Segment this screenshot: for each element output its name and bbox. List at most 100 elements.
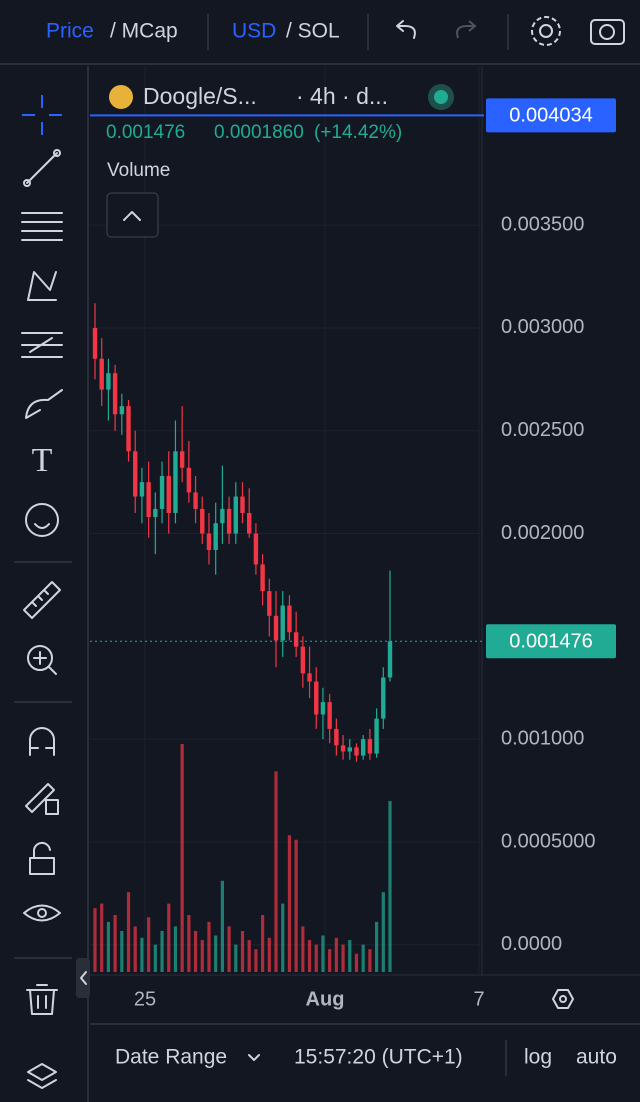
candle-body	[193, 492, 198, 509]
volume-bar	[381, 892, 385, 972]
candle-body	[139, 482, 145, 497]
y-tick-label: 0.003000	[501, 316, 584, 338]
plot: 0.0000 0.0005000 0.001000 0.002000 0.002500 0…	[90, 98, 616, 1010]
candle-body	[327, 702, 332, 729]
last-price: 0.001476	[106, 122, 185, 143]
candle-body	[240, 496, 245, 513]
volume-bar	[307, 940, 312, 972]
volume-bar	[247, 940, 251, 972]
y-tick-label: 0.001000	[501, 727, 584, 749]
y-tick-label: 0.003500	[501, 213, 584, 235]
emoji-tool[interactable]	[25, 503, 59, 537]
candle-body	[133, 451, 138, 497]
volume-bar	[341, 944, 345, 972]
volume-bar	[294, 839, 298, 972]
pattern-tool[interactable]	[27, 271, 57, 301]
candle-body	[220, 508, 225, 524]
volume-bar	[193, 930, 198, 972]
candle-body	[300, 646, 306, 674]
volume-bar	[368, 949, 372, 972]
drawing-toolbar	[0, 66, 86, 1102]
axis-settings[interactable]	[552, 989, 574, 1009]
price-badge	[486, 98, 616, 133]
fib-tool[interactable]	[21, 212, 63, 241]
candle-body	[387, 641, 393, 678]
layers-tool[interactable]	[27, 1063, 57, 1089]
top-bar	[0, 0, 640, 62]
collapse-toolbar[interactable]	[80, 971, 87, 985]
y-tick-label: 0.0000	[501, 933, 562, 955]
volume-bar	[207, 921, 211, 972]
change: 0.0001860	[214, 122, 304, 143]
price-toggle[interactable]: Price	[46, 20, 94, 43]
price-badge-label: 0.001476	[509, 631, 592, 653]
delete-tool[interactable]	[26, 984, 58, 1015]
magnet-tool[interactable]	[29, 727, 55, 756]
unlock-tool[interactable]	[29, 841, 55, 875]
volume-bar	[374, 921, 379, 972]
y-tick-label: 0.0005000	[501, 830, 596, 852]
volume-bar	[314, 944, 318, 972]
svg-text:T: T	[32, 442, 53, 479]
symbol[interactable]: Doogle/S...	[143, 83, 257, 109]
sol-toggle[interactable]: / SOL	[286, 20, 340, 43]
volume-bar	[160, 930, 164, 972]
brush-tool[interactable]	[25, 389, 63, 419]
collapse-legend[interactable]	[106, 192, 159, 238]
candle-body	[186, 467, 192, 493]
visibility-tool[interactable]	[23, 904, 61, 922]
volume-bar	[281, 903, 285, 972]
volume-bar	[227, 926, 231, 972]
candle-body	[320, 702, 326, 715]
price-badge	[486, 624, 616, 659]
candle-body	[106, 373, 111, 390]
indicator-name: Volume	[107, 160, 170, 181]
y-tick-label: 0.002500	[501, 419, 584, 441]
undo-button[interactable]	[396, 20, 416, 39]
volume-bar	[234, 944, 238, 972]
candle-body	[206, 533, 212, 551]
volume-bar	[388, 801, 392, 972]
candle-body	[367, 739, 373, 754]
volume-bar	[120, 930, 124, 972]
screenshot-button[interactable]	[590, 19, 625, 45]
redo-button[interactable]	[456, 20, 477, 39]
candle-body	[354, 747, 359, 756]
candle-body	[334, 728, 339, 746]
usd-toggle[interactable]: USD	[232, 20, 276, 43]
x-tick-label: Aug	[306, 988, 345, 1010]
volume-bar	[240, 930, 245, 972]
candle-body	[253, 533, 259, 565]
candle-body	[381, 677, 386, 719]
volume-bar	[126, 892, 131, 972]
candle-body	[293, 632, 299, 647]
volume-bar	[214, 935, 218, 972]
ruler-tool[interactable]	[23, 581, 61, 619]
date-range[interactable]: Date Range	[115, 1046, 227, 1069]
prediction-tool[interactable]	[21, 332, 63, 358]
candle-body	[360, 739, 366, 756]
candle-body	[112, 373, 118, 415]
candle-body	[173, 451, 178, 513]
candle-body	[287, 605, 292, 633]
candle-body	[226, 508, 232, 534]
candle-body	[126, 406, 131, 452]
lock-drawing-tool[interactable]	[25, 783, 59, 815]
trend-line-tool[interactable]	[26, 152, 58, 184]
candle-body	[119, 406, 125, 415]
volume-bar	[361, 944, 365, 972]
volume-bar	[301, 926, 305, 972]
candle-body	[314, 681, 319, 715]
settings-button[interactable]	[539, 24, 553, 38]
mcap-toggle[interactable]: / MCap	[110, 20, 178, 43]
auto-toggle[interactable]: auto	[576, 1046, 617, 1069]
candle-body	[92, 327, 98, 359]
clock: 15:57:20 (UTC+1)	[294, 1046, 463, 1069]
zoom-tool[interactable]	[27, 645, 53, 671]
candle-body	[166, 475, 171, 513]
crosshair-tool[interactable]	[22, 95, 62, 135]
candle-body	[260, 564, 265, 592]
log-toggle[interactable]: log	[524, 1046, 552, 1069]
